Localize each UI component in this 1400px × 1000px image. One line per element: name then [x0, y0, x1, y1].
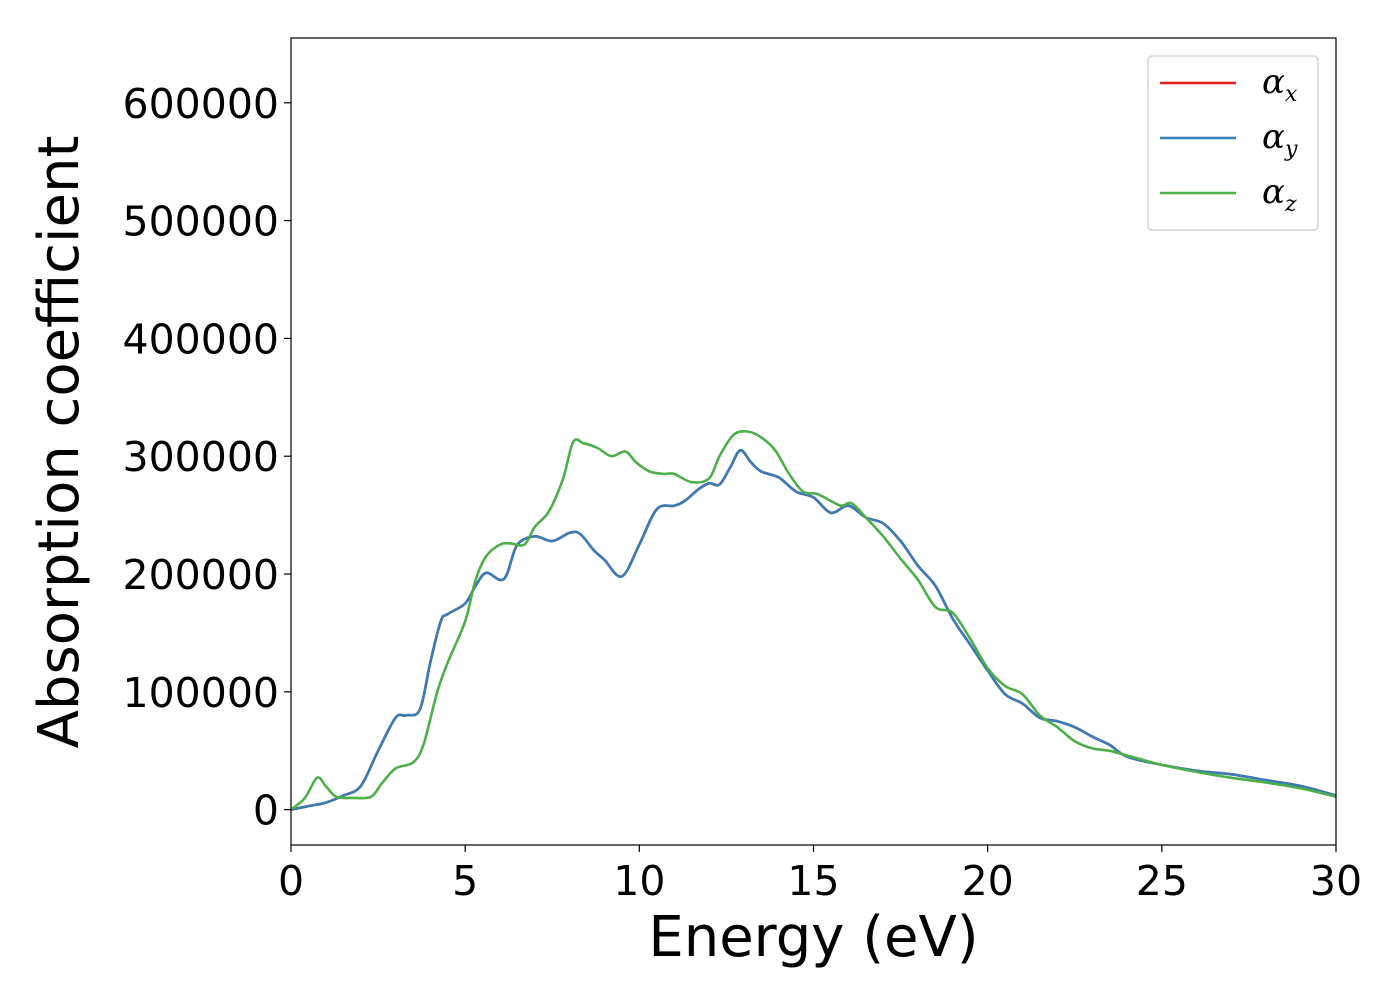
y-tick-label: 600000 [122, 80, 279, 128]
x-tick-label: 5 [452, 857, 478, 905]
y-axis-ticks: 0 100000 200000 300000 400000 500000 600000 [122, 80, 291, 835]
legend-label-x: αx [1262, 62, 1298, 107]
y-tick-label: 300000 [122, 433, 279, 481]
y-axis-title: Absorption coefficient [27, 136, 92, 749]
x-tick-label: 30 [1310, 857, 1362, 905]
series-line-y [290, 449, 1337, 811]
x-tick-label: 20 [962, 857, 1014, 905]
legend-label-y: αy [1262, 117, 1298, 162]
y-tick-label: 400000 [122, 315, 279, 363]
y-tick-label: 500000 [122, 198, 279, 246]
series-layer [290, 430, 1337, 811]
series-line-x [290, 449, 1337, 811]
y-tick-label: 0 [253, 787, 279, 835]
x-tick-label: 25 [1136, 857, 1188, 905]
x-tick-label: 15 [787, 857, 839, 905]
x-axis-title: Energy (eV) [648, 905, 978, 970]
y-tick-label: 100000 [122, 669, 279, 717]
legend-label-z: αz [1262, 172, 1297, 217]
x-tick-label: 10 [613, 857, 665, 905]
legend: αx αy αz [1147, 55, 1319, 231]
legend-box [1147, 55, 1319, 231]
series-line-z [290, 430, 1337, 811]
x-tick-label: 0 [278, 857, 304, 905]
y-tick-label: 200000 [122, 551, 279, 599]
x-axis-ticks: 0 5 10 15 20 25 30 [278, 845, 1362, 905]
